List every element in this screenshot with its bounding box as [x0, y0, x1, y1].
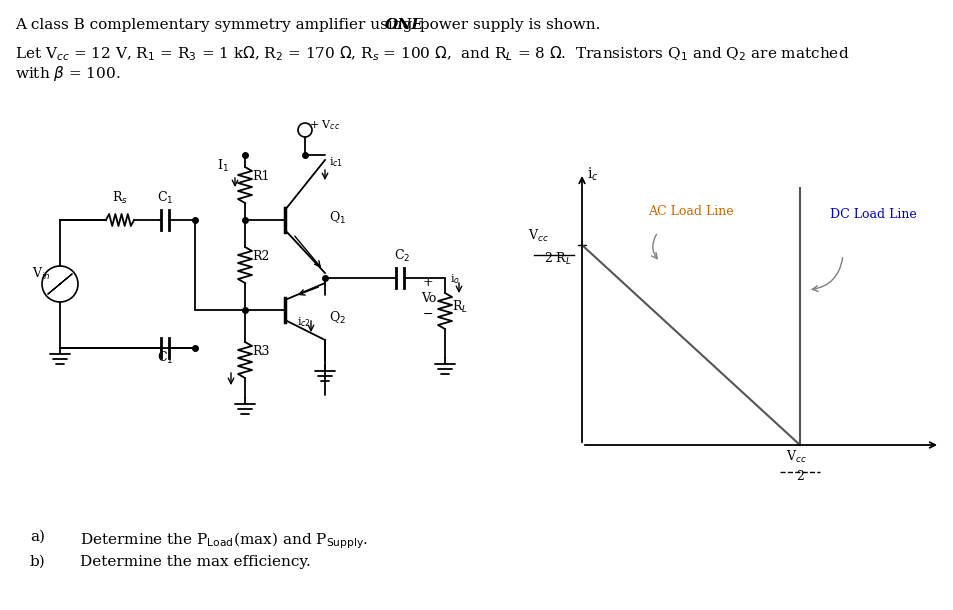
Text: with $\beta$ = 100.: with $\beta$ = 100.: [15, 64, 120, 83]
Text: i$_{c1}$: i$_{c1}$: [329, 155, 343, 169]
Text: V$_{cc}$: V$_{cc}$: [527, 228, 548, 244]
Text: 2 R$_L$: 2 R$_L$: [543, 251, 571, 267]
Text: i$_{c2}$: i$_{c2}$: [296, 315, 311, 329]
Text: i$_o$: i$_o$: [450, 272, 459, 286]
Text: R3: R3: [252, 345, 269, 358]
Text: V$_{in}$: V$_{in}$: [32, 266, 51, 282]
Text: 2: 2: [795, 470, 803, 483]
Text: R2: R2: [252, 250, 269, 263]
Text: R$_s$: R$_s$: [112, 190, 128, 206]
Text: R$_L$: R$_L$: [452, 299, 467, 315]
Text: DC Load Line: DC Load Line: [829, 208, 916, 221]
Text: Vo: Vo: [420, 292, 436, 305]
Text: I$_1$: I$_1$: [216, 158, 229, 174]
Text: Determine the P$_{\rm Load}$(max) and P$_{\rm Supply}$.: Determine the P$_{\rm Load}$(max) and P$…: [80, 530, 368, 551]
Text: a): a): [30, 530, 45, 544]
Text: ONE: ONE: [385, 18, 423, 32]
Text: Q$_2$: Q$_2$: [329, 310, 346, 326]
Text: C$_2$: C$_2$: [394, 248, 410, 264]
Text: i$_c$: i$_c$: [586, 166, 598, 184]
Text: A class B complementary symmetry amplifier using: A class B complementary symmetry amplifi…: [15, 18, 416, 32]
Text: +: +: [422, 276, 434, 289]
Text: C$_1$: C$_1$: [157, 190, 173, 206]
Text: b): b): [30, 555, 46, 569]
Text: −: −: [422, 308, 433, 321]
Text: V$_{cc}$: V$_{cc}$: [785, 449, 806, 465]
Text: Q$_1$: Q$_1$: [329, 210, 346, 226]
Text: + V$_{cc}$: + V$_{cc}$: [309, 118, 340, 132]
Text: Let V$_{cc}$ = 12 V, R$_1$ = R$_3$ = 1 k$\Omega$, R$_2$ = 170 $\Omega$, R$_s$ = : Let V$_{cc}$ = 12 V, R$_1$ = R$_3$ = 1 k…: [15, 44, 848, 63]
Text: Determine the max efficiency.: Determine the max efficiency.: [80, 555, 311, 569]
Text: C$_1$: C$_1$: [157, 350, 173, 366]
Text: R1: R1: [252, 170, 269, 183]
Text: power supply is shown.: power supply is shown.: [415, 18, 599, 32]
Text: AC Load Line: AC Load Line: [647, 205, 733, 218]
